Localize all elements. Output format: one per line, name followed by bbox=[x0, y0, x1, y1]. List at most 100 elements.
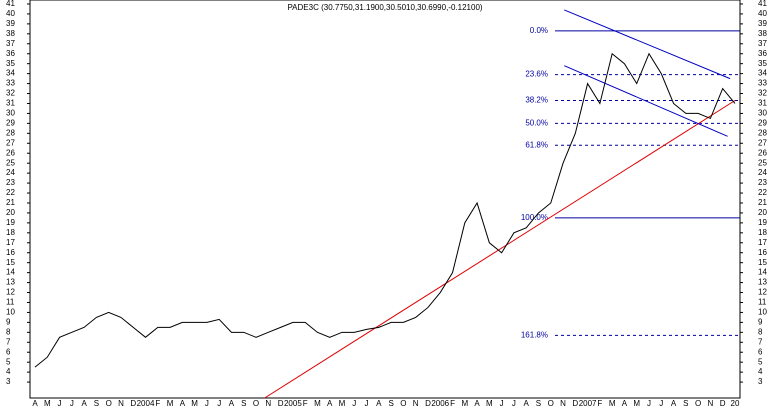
y2-tick-label: 21 bbox=[758, 198, 767, 207]
y-tick-label: 37 bbox=[6, 39, 15, 48]
y-tick-label: 34 bbox=[6, 69, 15, 78]
y-tick-label: 11 bbox=[6, 298, 15, 307]
x-tick-label: A bbox=[622, 399, 628, 408]
x-tick-label: J bbox=[58, 399, 62, 408]
y-tick-label: 32 bbox=[6, 89, 15, 98]
x-tick-label: D bbox=[720, 399, 726, 408]
y2-tick-label: 6 bbox=[758, 347, 763, 356]
y2-tick-label: 35 bbox=[758, 59, 767, 68]
x-tick-label: D bbox=[572, 399, 578, 408]
x-tick-label: J bbox=[70, 399, 74, 408]
y-tick-label: 24 bbox=[6, 168, 15, 177]
y-tick-label: 14 bbox=[6, 268, 15, 277]
y-tick-label: 29 bbox=[6, 118, 15, 127]
y2-tick-label: 5 bbox=[758, 357, 763, 366]
y2-tick-label: 23 bbox=[758, 178, 767, 187]
x-tick-label: 2004 bbox=[137, 399, 155, 408]
x-tick-label: 2006 bbox=[431, 399, 449, 408]
y2-tick-label: 13 bbox=[758, 278, 767, 287]
y-tick-label: 25 bbox=[6, 158, 15, 167]
y2-tick-label: 7 bbox=[758, 337, 763, 346]
x-tick-label: J bbox=[205, 399, 209, 408]
y-tick-label: 31 bbox=[6, 99, 15, 108]
y2-tick-label: 29 bbox=[758, 118, 767, 127]
y-tick-label: 4 bbox=[6, 367, 11, 376]
x-tick-label: D bbox=[130, 399, 136, 408]
x-tick-label: J bbox=[352, 399, 356, 408]
y-tick-label: 27 bbox=[6, 138, 15, 147]
y-tick-label: 26 bbox=[6, 148, 15, 157]
fib-label: 50.0% bbox=[525, 118, 548, 127]
x-tick-label: S bbox=[536, 399, 541, 408]
x-tick-label: S bbox=[94, 399, 99, 408]
y2-tick-label: 34 bbox=[758, 69, 767, 78]
y2-tick-label: 4 bbox=[758, 367, 763, 376]
y2-tick-label: 24 bbox=[758, 168, 767, 177]
x-tick-label: N bbox=[708, 399, 714, 408]
x-tick-label: M bbox=[167, 399, 174, 408]
x-tick-label: A bbox=[32, 399, 38, 408]
x-tick-label: M bbox=[633, 399, 640, 408]
x-tick-label: O bbox=[695, 399, 701, 408]
y2-tick-label: 17 bbox=[758, 238, 767, 247]
y-tick-label: 36 bbox=[6, 49, 15, 58]
x-tick-label: J bbox=[500, 399, 504, 408]
x-tick-label: 2007 bbox=[579, 399, 597, 408]
x-tick-label: O bbox=[400, 399, 406, 408]
x-tick-label: D bbox=[425, 399, 431, 408]
x-tick-label: J bbox=[512, 399, 516, 408]
y2-tick-label: 39 bbox=[758, 19, 767, 28]
x-tick-label: M bbox=[44, 399, 51, 408]
x-tick-label: A bbox=[327, 399, 333, 408]
y2-tick-label: 9 bbox=[758, 317, 763, 326]
y-tick-label: 38 bbox=[6, 29, 15, 38]
y2-tick-label: 30 bbox=[758, 109, 767, 118]
y2-tick-label: 16 bbox=[758, 248, 767, 257]
y2-tick-label: 37 bbox=[758, 39, 767, 48]
y-tick-label: 22 bbox=[6, 188, 15, 197]
y-tick-label: 17 bbox=[6, 238, 15, 247]
y2-tick-label: 19 bbox=[758, 218, 767, 227]
fib-label: 61.8% bbox=[525, 140, 548, 149]
y-tick-label: 28 bbox=[6, 128, 15, 137]
x-tick-label: A bbox=[671, 399, 677, 408]
y-tick-label: 40 bbox=[6, 9, 15, 18]
x-tick-label: J bbox=[647, 399, 651, 408]
y-tick-label: 12 bbox=[6, 288, 15, 297]
y-tick-label: 9 bbox=[6, 317, 11, 326]
y2-tick-label: 3 bbox=[758, 377, 763, 386]
x-tick-label: N bbox=[265, 399, 271, 408]
x-tick-label: O bbox=[548, 399, 554, 408]
x-tick-label: J bbox=[659, 399, 663, 408]
x-tick-label: S bbox=[683, 399, 688, 408]
x-tick-label: A bbox=[376, 399, 382, 408]
x-tick-label: F bbox=[450, 399, 455, 408]
x-tick-label: A bbox=[180, 399, 186, 408]
x-tick-label: M bbox=[339, 399, 346, 408]
y-tick-label: 20 bbox=[6, 208, 15, 217]
y-tick-label: 19 bbox=[6, 218, 15, 227]
x-tick-label: N bbox=[413, 399, 419, 408]
y2-tick-label: 32 bbox=[758, 89, 767, 98]
y-tick-label: 13 bbox=[6, 278, 15, 287]
y-tick-label: 39 bbox=[6, 19, 15, 28]
y-tick-label: 23 bbox=[6, 178, 15, 187]
y-tick-label: 16 bbox=[6, 248, 15, 257]
y2-tick-label: 8 bbox=[758, 327, 763, 336]
x-tick-label: A bbox=[229, 399, 235, 408]
x-tick-label: 2005 bbox=[284, 399, 302, 408]
x-tick-label: S bbox=[241, 399, 246, 408]
y2-tick-label: 22 bbox=[758, 188, 767, 197]
x-tick-label: S bbox=[388, 399, 393, 408]
trendline bbox=[564, 65, 728, 137]
y2-tick-label: 10 bbox=[758, 308, 767, 317]
plot-frame bbox=[29, 0, 741, 399]
y2-tick-label: 33 bbox=[758, 79, 767, 88]
trendline bbox=[564, 9, 731, 80]
y2-tick-label: 12 bbox=[758, 288, 767, 297]
x-tick-label: M bbox=[314, 399, 321, 408]
price-line bbox=[34, 52, 736, 368]
trendline bbox=[264, 100, 736, 399]
y2-tick-label: 14 bbox=[758, 268, 767, 277]
y2-tick-label: 11 bbox=[758, 298, 767, 307]
